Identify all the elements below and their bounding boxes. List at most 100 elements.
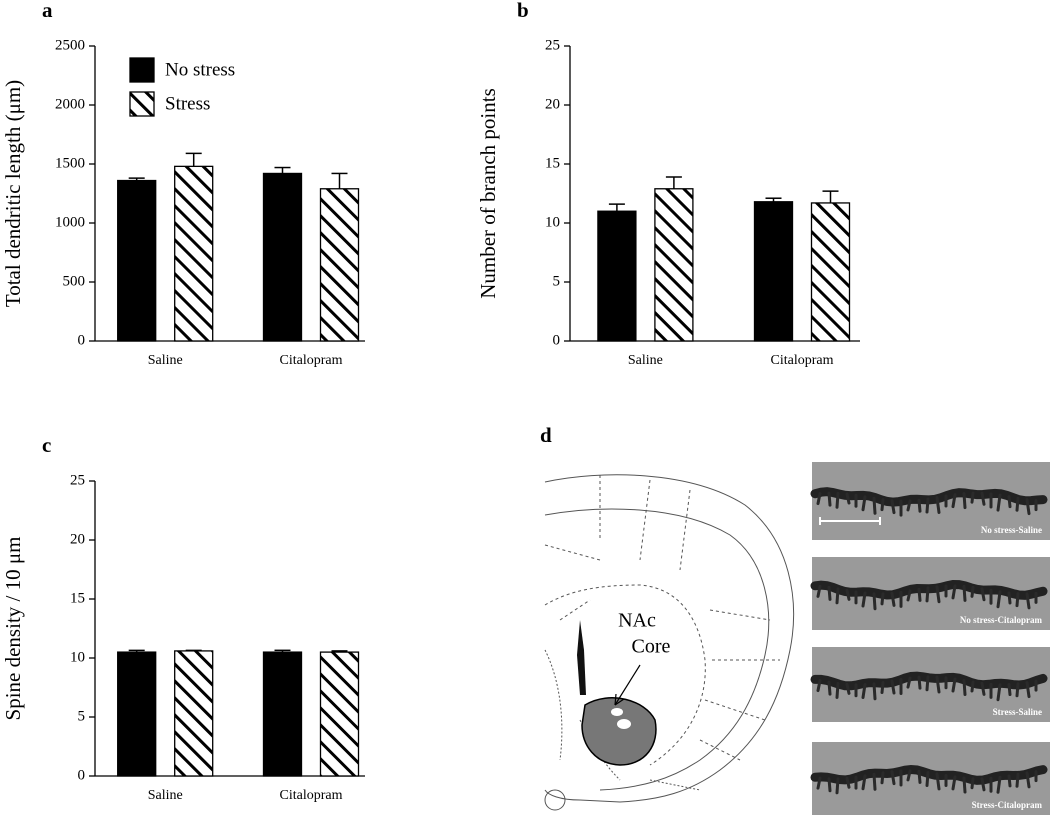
bar [319, 651, 360, 777]
spine [890, 679, 896, 695]
spine [951, 775, 957, 791]
spine [872, 682, 877, 701]
legend-label: No stress [165, 59, 235, 80]
spine [835, 777, 840, 795]
y-axis-label: Number of branch points [476, 88, 500, 299]
spine [845, 682, 851, 695]
spine [925, 586, 930, 603]
spine [951, 584, 957, 600]
bar [174, 165, 214, 342]
spine [816, 584, 822, 598]
spine [880, 592, 885, 606]
y-tick-label: 0 [78, 332, 86, 348]
spine [827, 680, 832, 696]
spine [996, 493, 1002, 512]
spine [861, 495, 867, 512]
micrographs: No stress-Saline No stress-Citalopram Stre… [810, 462, 1050, 815]
legend-label: Stress [165, 93, 210, 114]
spine [935, 496, 941, 515]
arrow-head [614, 693, 625, 706]
bar [654, 188, 694, 342]
spine [917, 769, 922, 784]
y-axis-label: Total dendritic length (μm) [1, 80, 25, 307]
region-label: NAc [618, 610, 656, 632]
spine [951, 677, 957, 693]
spine [962, 584, 967, 602]
y-tick-label: 500 [63, 273, 86, 289]
spine [827, 777, 832, 793]
spine [970, 585, 975, 598]
spine [835, 681, 840, 699]
y-tick-label: 15 [545, 155, 560, 171]
region-label: Core [632, 636, 671, 658]
spine [827, 491, 832, 507]
spine [1015, 682, 1020, 698]
spine [861, 774, 867, 791]
micrograph-label: No stress-Citalopram [960, 615, 1043, 625]
bar [117, 651, 157, 777]
spine [906, 589, 912, 602]
spine [970, 680, 975, 693]
bar [117, 179, 157, 342]
y-tick-label: 5 [78, 708, 86, 724]
spine [1007, 495, 1012, 509]
spine [935, 675, 941, 694]
bar [262, 651, 303, 777]
spine [980, 587, 986, 602]
spine [872, 496, 877, 515]
x-tick-label: Citalopram [280, 353, 343, 368]
bar [597, 210, 637, 342]
y-tick-label: 0 [553, 332, 561, 348]
spine [890, 591, 896, 607]
spine [845, 492, 851, 505]
spine [980, 681, 986, 696]
bar [319, 188, 360, 342]
spine [872, 772, 877, 791]
y-tick-label: 1500 [55, 155, 85, 171]
micrograph-label: Stress-Saline [993, 707, 1042, 717]
spine [996, 683, 1002, 702]
spine [872, 592, 877, 611]
nac-core-region [581, 697, 657, 766]
panel-label: b [517, 0, 529, 22]
brain-section [544, 474, 795, 811]
x-tick-label: Citalopram [280, 788, 343, 803]
y-tick-label: 25 [545, 37, 560, 53]
y-tick-label: 10 [70, 649, 85, 665]
spine [917, 587, 922, 602]
spine [835, 587, 840, 605]
spine [1007, 683, 1012, 697]
spine [906, 769, 912, 782]
y-tick-label: 20 [70, 531, 85, 547]
spine [890, 499, 896, 515]
spine [1025, 498, 1031, 516]
bar [753, 201, 794, 342]
micrograph-label: No stress-Saline [981, 525, 1042, 535]
spine [962, 776, 967, 794]
spine [980, 777, 986, 792]
spine [925, 770, 930, 787]
spine [970, 491, 975, 504]
y-tick-label: 1000 [55, 214, 85, 230]
spine [962, 678, 967, 696]
y-tick-label: 15 [70, 590, 85, 606]
x-tick-label: Citalopram [771, 353, 834, 368]
spine [1025, 681, 1031, 699]
micrograph-label: Stress-Citalopram [972, 800, 1043, 810]
spine [917, 498, 922, 513]
y-axis-label: Spine density / 10 μm [1, 537, 25, 721]
spine [925, 675, 930, 692]
x-tick-label: Saline [148, 353, 183, 368]
spine [935, 585, 941, 604]
spine [816, 776, 822, 790]
x-tick-label: Saline [148, 788, 183, 803]
spine [970, 777, 975, 790]
commissure [611, 708, 623, 716]
spine [906, 676, 912, 689]
spine [1025, 592, 1031, 610]
spine [1007, 591, 1012, 605]
spine [935, 772, 941, 791]
y-tick-label: 10 [545, 214, 560, 230]
y-tick-label: 2000 [55, 96, 85, 112]
